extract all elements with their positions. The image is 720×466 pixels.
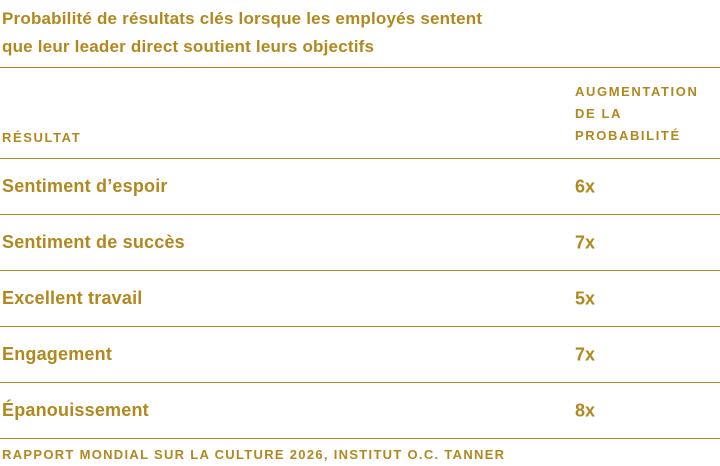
- row-label: Sentiment de succès: [2, 232, 185, 252]
- chart-title-line-1: Probabilité de résultats clés lorsque le…: [2, 9, 483, 28]
- row-label: Sentiment d’espoir: [2, 176, 168, 196]
- row-label: Excellent travail: [2, 288, 143, 308]
- row-value: 5x: [575, 288, 596, 308]
- chart-title: Probabilité de résultats clés lorsque le…: [0, 0, 720, 68]
- chart-title-line-2: que leur leader direct soutient leurs ob…: [2, 37, 375, 56]
- row-label: Épanouissement: [2, 400, 149, 420]
- row-value: 7x: [575, 232, 596, 252]
- row-value: 7x: [575, 344, 596, 364]
- value-header-line-2: DE LA: [575, 106, 622, 121]
- table-row: Engagement 7x: [0, 327, 720, 383]
- table-row: Excellent travail 5x: [0, 271, 720, 327]
- table-row: Épanouissement 8x: [0, 383, 720, 439]
- column-header-probability-increase: AUGMENTATION DE LA PROBABILITÉ: [575, 81, 698, 147]
- row-value: 8x: [575, 400, 596, 420]
- column-header-result: RÉSULTAT: [2, 130, 82, 145]
- table-header-row: RÉSULTAT AUGMENTATION DE LA PROBABILITÉ: [0, 68, 720, 159]
- value-header-line-1: AUGMENTATION: [575, 84, 699, 99]
- value-header-line-3: PROBABILITÉ: [575, 128, 681, 143]
- table-row: Sentiment de succès 7x: [0, 215, 720, 271]
- table-row: Sentiment d’espoir 6x: [0, 159, 720, 215]
- row-label: Engagement: [2, 344, 113, 364]
- source-attribution: RAPPORT MONDIAL SUR LA CULTURE 2026, INS…: [2, 447, 506, 462]
- row-value: 6x: [575, 176, 596, 196]
